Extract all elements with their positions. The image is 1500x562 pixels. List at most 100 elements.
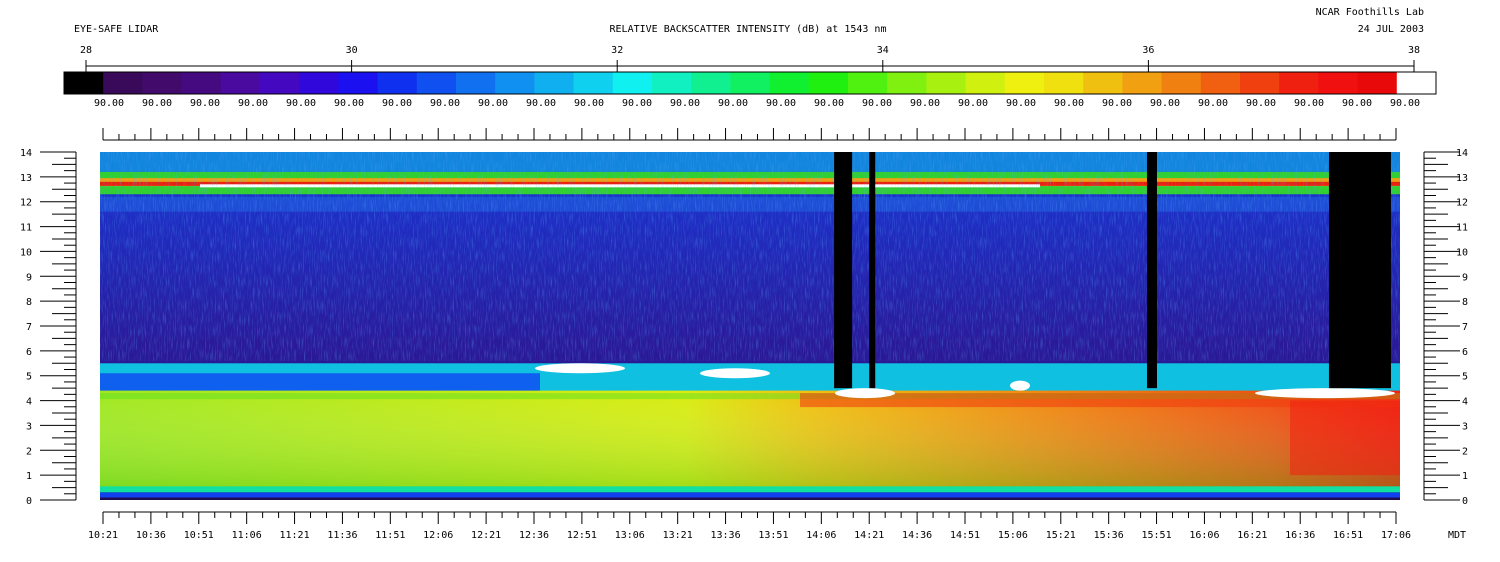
colorbar-cell [64, 72, 104, 94]
colorbar-cell [220, 72, 261, 94]
colorbar-cell [181, 72, 222, 94]
colorbar-ticks: 28 30 32 34 36 38 [80, 45, 1420, 72]
colorbar-cell-label: 90.00 [430, 98, 460, 109]
colorbar-cell-label: 90.00 [622, 98, 652, 109]
boundary-layer-red-end [1290, 400, 1400, 476]
colorbar-cell-label: 90.00 [94, 98, 124, 109]
x-tick-label: 15:51 [1142, 530, 1172, 541]
colorbar-cell [1004, 72, 1045, 94]
colorbar-cell [612, 72, 653, 94]
colorbar-tick-label: 32 [611, 45, 623, 56]
boundary-layer-red-top [800, 393, 1400, 408]
colorbar-cell-label: 90.00 [478, 98, 508, 109]
colorbar-cell [103, 72, 143, 94]
x-tick-label: 15:36 [1094, 530, 1124, 541]
y-tick-label: 0 [1462, 496, 1468, 507]
y-tick-label: 6 [1462, 347, 1468, 358]
y-tick-label: 4 [26, 397, 32, 408]
y-tick-label: 9 [1462, 272, 1468, 283]
colorbar-cell [691, 72, 731, 94]
instrument-label: EYE-SAFE LIDAR [74, 24, 159, 35]
colorbar-cell [769, 72, 810, 94]
x-tick-label: 11:51 [375, 530, 405, 541]
colorbar-cell [416, 72, 457, 94]
y-tick-label: 7 [1462, 322, 1468, 333]
surface-band-dark [100, 497, 1400, 500]
y-tick-label: 0 [26, 496, 32, 507]
colorbar-cell-label: 90.00 [766, 98, 796, 109]
colorbar-cell-label: 90.00 [1198, 98, 1228, 109]
cloud-top-patch [700, 368, 770, 379]
colorbar-cell [808, 72, 849, 94]
colorbar-cell [1044, 72, 1084, 94]
colorbar-tick-label: 36 [1142, 45, 1154, 56]
colorbar-cell [1083, 72, 1123, 94]
colorbar-cell [965, 72, 1006, 94]
colorbar-cell [1357, 72, 1398, 94]
x-tick-label: 10:51 [184, 530, 214, 541]
x-tick-label: 15:21 [1046, 530, 1076, 541]
colorbar-cell [299, 72, 339, 94]
colorbar-cell [534, 72, 575, 94]
colorbar-cell [1396, 72, 1437, 94]
colorbar-cell-label: 90.00 [238, 98, 268, 109]
colorbar-cell-label: 90.00 [718, 98, 748, 109]
x-tick-label: 15:06 [998, 530, 1028, 541]
colorbar-cell [142, 72, 183, 94]
y-tick-label: 3 [26, 421, 32, 432]
x-axis-top-ticks [102, 128, 1397, 141]
colorbar-tick-label: 28 [80, 45, 92, 56]
x-tick-label: 16:06 [1189, 530, 1219, 541]
colorbar-cell-label: 90.00 [910, 98, 940, 109]
y-tick-label: 13 [1456, 173, 1468, 184]
colorbar-tick-label: 38 [1408, 45, 1420, 56]
site-label: NCAR Foothills Lab [1316, 7, 1424, 18]
x-tick-label: 12:21 [471, 530, 501, 541]
colorbar-cell-label: 90.00 [1390, 98, 1420, 109]
x-tick-label: 10:21 [88, 530, 118, 541]
colorbar-cell [730, 72, 771, 94]
colorbar-cell-label: 90.00 [1150, 98, 1180, 109]
surface-band-green [100, 486, 1400, 493]
signal-dropout [834, 152, 853, 389]
x-tick-label: 13:36 [711, 530, 741, 541]
x-tick-label: 14:36 [902, 530, 932, 541]
colorbar-cell-label: 90.00 [190, 98, 220, 109]
colorbar-cell-label: 90.00 [814, 98, 844, 109]
y-tick-label: 14 [1456, 148, 1468, 159]
colorbar-cell-label: 90.00 [1102, 98, 1132, 109]
colorbar-cell-labels: 90.00 90.00 90.00 90.00 90.00 90.00 90.00 90.00… [94, 98, 1420, 109]
colorbar-cell-label: 90.00 [958, 98, 988, 109]
colorbar-cell [260, 72, 300, 94]
y-tick-label: 5 [1462, 372, 1468, 383]
x-tick-label: 14:21 [854, 530, 884, 541]
colorbar-cell [926, 72, 967, 94]
colorbar-frame [63, 71, 1437, 95]
y-tick-label: 5 [26, 372, 32, 383]
signal-dropout [1328, 152, 1391, 389]
colorbar-tick-label: 30 [346, 45, 358, 56]
colorbar-cell-label: 90.00 [1246, 98, 1276, 109]
cloud-top-patch [535, 363, 625, 374]
x-tick-label: 16:21 [1237, 530, 1267, 541]
y-tick-label: 2 [1462, 446, 1468, 457]
y-tick-label: 12 [1456, 198, 1468, 209]
y-tick-label: 11 [20, 223, 32, 234]
surface-band-blue [100, 492, 1400, 498]
x-tick-label: 16:36 [1285, 530, 1315, 541]
boundary-layer-edge [100, 393, 1400, 400]
y-tick-label: 2 [26, 446, 32, 457]
y-tick-label: 4 [1462, 397, 1468, 408]
y-tick-label: 12 [20, 198, 32, 209]
colorbar-cell [456, 72, 496, 94]
y-tick-label: 7 [26, 322, 32, 333]
colorbar-cell-label: 90.00 [1054, 98, 1084, 109]
x-tick-label: 13:51 [758, 530, 788, 541]
x-tick-label: 17:06 [1381, 530, 1411, 541]
y-tick-label: 8 [1462, 297, 1468, 308]
date-label: 24 JUL 2003 [1358, 24, 1424, 35]
y-tick-label: 8 [26, 297, 32, 308]
colorbar-tick-label: 34 [877, 45, 889, 56]
